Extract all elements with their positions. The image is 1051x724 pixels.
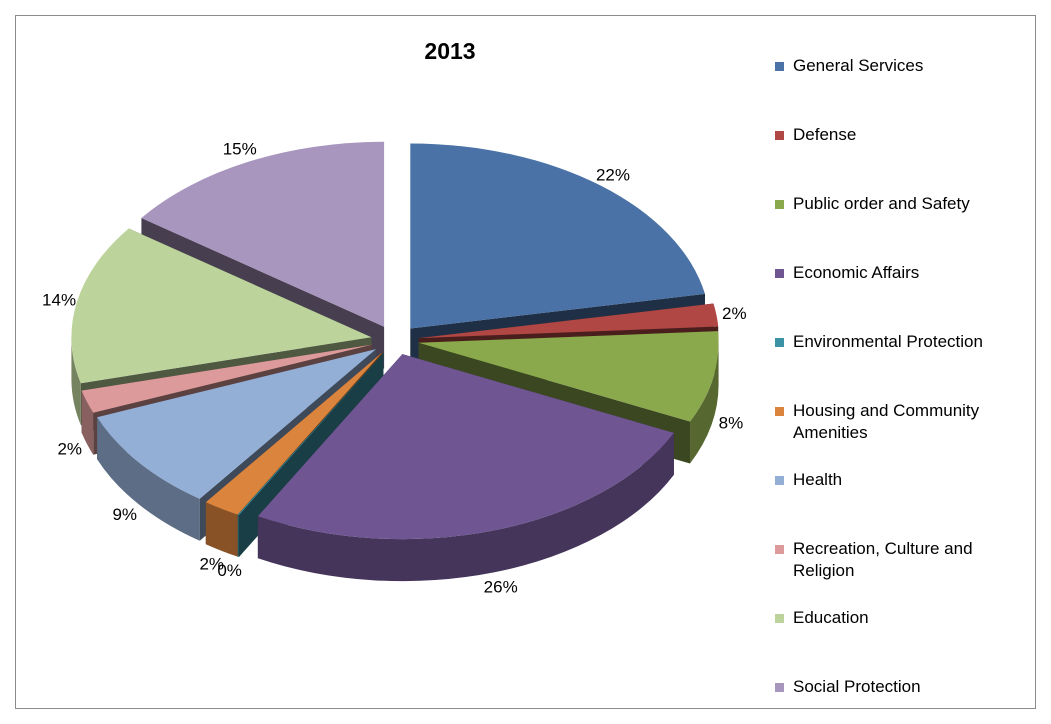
pie-slice-rim bbox=[257, 432, 674, 582]
legend-swatch bbox=[775, 683, 784, 692]
legend-label: Economic Affairs bbox=[793, 263, 920, 282]
data-label-social-protection: 15% bbox=[223, 139, 257, 158]
data-label-recreation-culture-and-religion: 2% bbox=[57, 439, 82, 458]
pie-slice-top bbox=[237, 353, 384, 516]
pie-slice-top bbox=[257, 354, 674, 540]
legend-label: Education bbox=[793, 608, 869, 627]
pie-slice-top bbox=[410, 143, 705, 329]
legend-swatch bbox=[775, 62, 784, 71]
pie-slice-top bbox=[81, 344, 373, 413]
legend-label: Public order and Safety bbox=[793, 194, 970, 213]
chart-title: 2013 bbox=[424, 38, 476, 64]
legend-swatch bbox=[775, 614, 784, 623]
legend-swatch bbox=[775, 476, 784, 485]
legend-label: Social Protection bbox=[793, 677, 921, 696]
legend-label: Recreation, Culture and Religion bbox=[793, 539, 973, 580]
pie-slice-top bbox=[71, 228, 372, 384]
pie-slice-top bbox=[97, 349, 377, 499]
legend-swatch bbox=[775, 407, 784, 416]
data-label-health: 9% bbox=[112, 505, 137, 524]
pie-slice-rim bbox=[690, 342, 719, 464]
data-label-housing-and-community-amenities: 2% bbox=[199, 555, 224, 574]
pie-slice-rim bbox=[71, 337, 81, 426]
data-label-economic-affairs: 26% bbox=[484, 577, 518, 596]
legend-swatch bbox=[775, 131, 784, 140]
pie-slice-rim bbox=[237, 514, 239, 558]
pie-slice-rim bbox=[205, 502, 238, 557]
data-label-education: 14% bbox=[42, 291, 76, 310]
legend-label: General Services bbox=[793, 56, 924, 75]
pie-slice-top bbox=[418, 331, 719, 422]
pie-slice-rim bbox=[81, 390, 94, 455]
data-label-general-services: 22% bbox=[596, 165, 630, 184]
legend-label: Defense bbox=[793, 125, 857, 144]
pie-slice-top bbox=[418, 303, 719, 339]
legend-label: Environmental Protection bbox=[793, 332, 983, 351]
pie-slice-top bbox=[141, 141, 385, 327]
pie-slice-top bbox=[205, 352, 383, 515]
legend-swatch bbox=[775, 200, 784, 209]
pie-slice-public-order-and-safety bbox=[418, 331, 719, 464]
legend-label: Housing and Community Amenities bbox=[793, 401, 980, 442]
pie-slice-rim bbox=[97, 417, 200, 541]
data-label-environmental-protection: 0% bbox=[217, 561, 242, 580]
legend-swatch bbox=[775, 545, 784, 554]
pie-slice-economic-affairs bbox=[257, 354, 674, 582]
data-label-defense: 2% bbox=[722, 304, 747, 323]
legend-swatch bbox=[775, 338, 784, 347]
legend-swatch bbox=[775, 269, 784, 278]
data-label-public-order-and-safety: 8% bbox=[719, 413, 744, 432]
legend-label: Health bbox=[793, 470, 843, 489]
